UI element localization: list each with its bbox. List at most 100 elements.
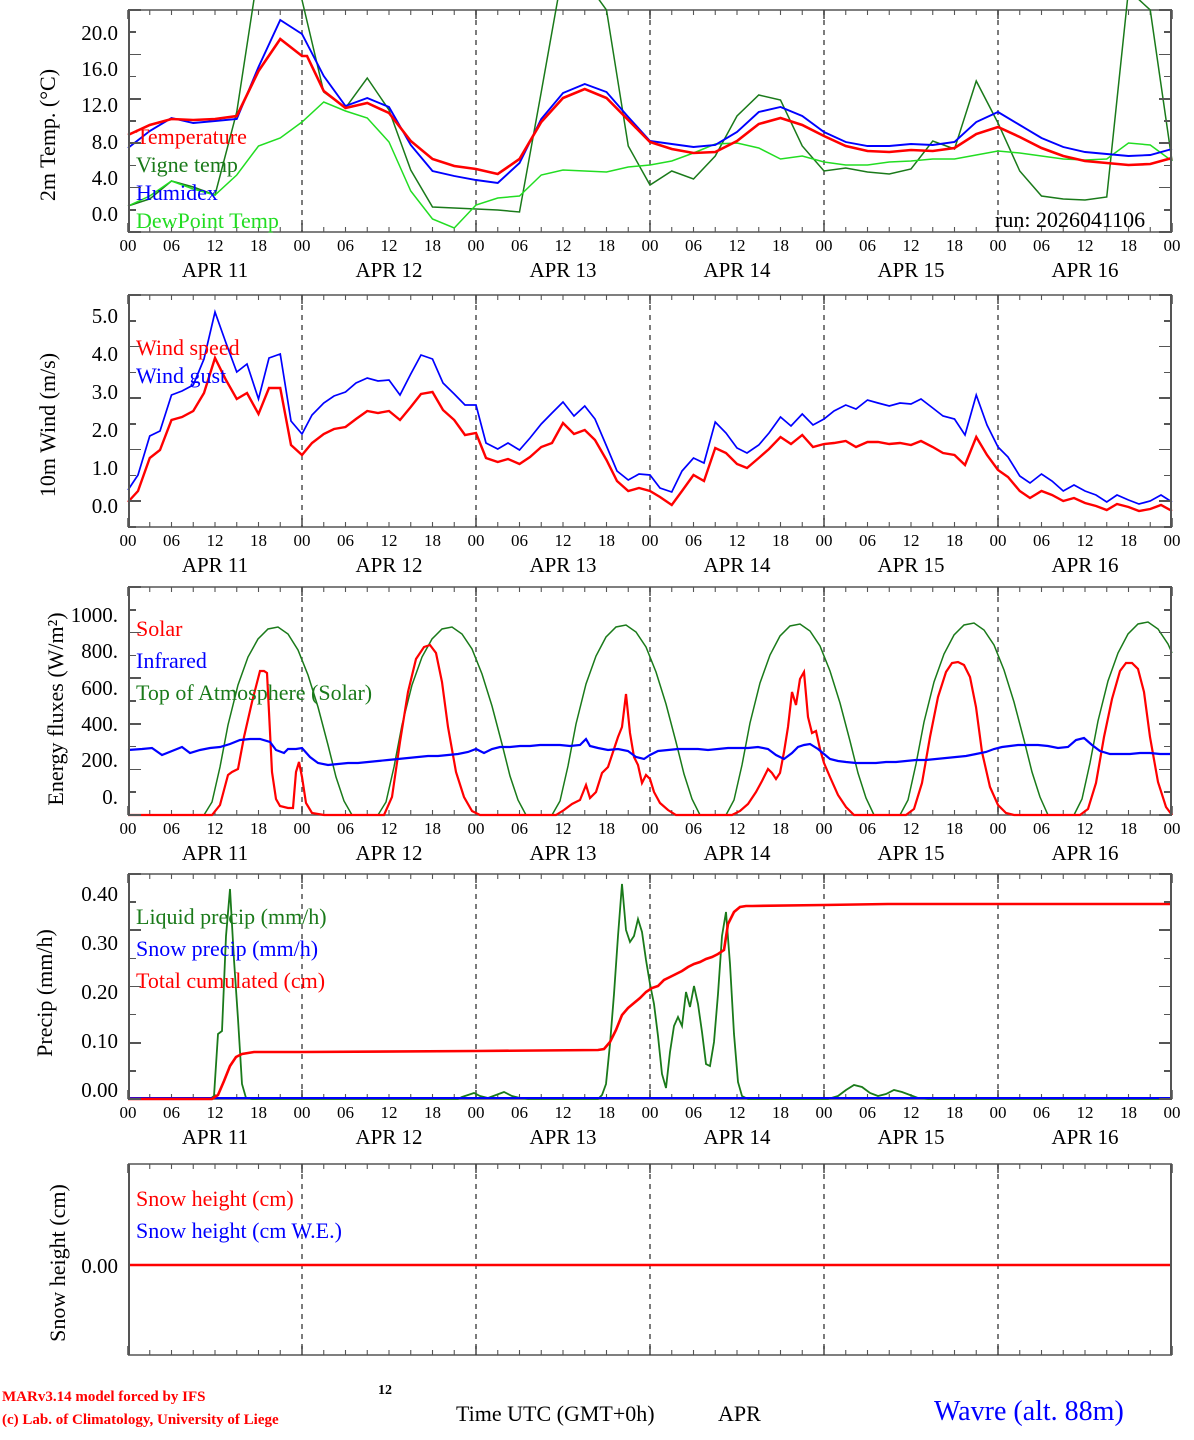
xtick-day: APR 14 [703,841,771,865]
xtick-hour: 06 [1033,236,1050,255]
legend-snow-height: Snow height (cm) [136,1186,294,1211]
legend-top-of-atmosphere: Top of Atmosphere (Solar) [136,680,373,705]
temperature-svg [127,0,1173,233]
legend-snow-precip: Snow precip (mm/h) [136,936,319,961]
xtick-hour: 00 [467,1103,485,1122]
legend-wind-speed: Wind speed [136,335,240,360]
xtick-hour: 06 [337,236,354,255]
footer-copyright-line: (c) Lab. of Climatology, University of L… [2,1412,279,1428]
legend-humidex: Humidex [136,180,218,205]
precip-plot-area [127,873,1173,1101]
page-number: 12 [378,1383,392,1398]
xtick-day: APR 13 [529,258,597,282]
wind-svg [127,294,1173,528]
xtick-hour: 12 [554,1103,572,1122]
temperature-ytick-3: 12.0 [81,93,118,117]
xtick-hour: 06 [859,819,876,838]
legend-wind-gust: Wind gust [136,363,227,388]
xtick-hour: 18 [598,1103,615,1122]
day-separators [301,295,999,527]
xtick-hour: 06 [337,531,354,550]
xtick-hour: 12 [902,819,920,838]
temperature-ytick-5: 20.0 [81,21,118,45]
xtick-hour: 00 [989,1103,1007,1122]
series-wind-speed [127,354,1173,513]
xtick-hour: 06 [163,1103,180,1122]
xtick-hour: 12 [902,1103,920,1122]
xtick-day: APR 13 [529,1125,597,1149]
xtick-hour: 12 [380,1103,398,1122]
legend-snow-height-we: Snow height (cm W.E.) [136,1218,342,1243]
xtick-hour: 00 [641,236,659,255]
xtick-day: APR 11 [181,841,249,865]
temperature-plot-area [127,0,1173,233]
xtick-hour: 18 [946,236,963,255]
day-separators [301,10,999,232]
series-total-cumulated [128,902,1172,1101]
xtick-hour: 12 [554,236,572,255]
xtick-hour: 00 [467,531,485,550]
precip-ytick-0: 0.00 [81,1078,118,1102]
xtick-hour: 12 [380,236,398,255]
xtick-hour: 06 [1033,531,1050,550]
energy-ytick-1: 200. [81,748,118,772]
legend-liquid-precip: Liquid precip (mm/h) [136,904,327,929]
xtick-hour: 00 [119,819,137,838]
xtick-day: APR 14 [703,1125,771,1149]
legend-dewpoint-temp: DewPoint Temp [136,208,279,233]
xtick-hour: 00 [815,236,833,255]
xtick-hour: 00 [293,819,311,838]
station-label: Wavre (alt. 88m) [934,1396,1124,1427]
series-top-of-atmosphere [128,621,1173,816]
panel-temperature: 2m Temp. (°C) 20.0 16.0 12.0 8.0 4.0 0.0 [0,0,1194,290]
xtick-hour: 18 [1120,1103,1137,1122]
xtick-hour: 18 [1120,236,1137,255]
xtick-hour: 06 [685,819,702,838]
run-label: run: 2026041106 [995,207,1146,232]
xtick-day: APR 12 [355,258,423,282]
xtick-hour: 00 [815,531,833,550]
xtick-hour: 18 [598,236,615,255]
xtick-hour: 12 [206,1103,224,1122]
xtick-hour: 00 [641,1103,659,1122]
xtick-hour: 00 [989,819,1007,838]
xtick-hour: 18 [946,531,963,550]
xtick-hour: 18 [1120,531,1137,550]
xtick-hour: 00 [119,1103,137,1122]
xtick-hour: 12 [902,236,920,255]
panel-wind: 10m Wind (m/s) 5.0 4.0 3.0 2.0 1.0 0.0 W… [0,290,1194,580]
wind-ytick-5: 5.0 [91,304,118,328]
temperature-ytick-2: 8.0 [91,130,118,154]
precip-ytick-1: 0.10 [81,1029,118,1053]
xtick-hour: 06 [859,236,876,255]
xtick-hour: 12 [1076,531,1094,550]
xtick-hour: 18 [250,819,267,838]
xtick-day: APR 11 [181,258,249,282]
xtick-hour: 00 [815,819,833,838]
xtick-hour: 12 [728,1103,746,1122]
xaxis-month: APR [718,1401,761,1426]
series-paths [127,0,1173,229]
xtick-hour: 00 [119,531,137,550]
xtick-hour: 12 [380,531,398,550]
temperature-ytick-4: 16.0 [81,57,118,81]
xtick-hour: 12 [728,819,746,838]
tick-marks [127,10,1173,232]
xtick-hour: 00 [641,819,659,838]
xtick-hour: 18 [250,531,267,550]
precip-ytick-3: 0.30 [81,931,118,955]
xtick-hour: 18 [1120,819,1137,838]
panel-precip: Precip (mm/h) 0.40 0.30 0.20 0.10 0.00 L… [0,860,1194,1149]
xtick-hour: 06 [859,1103,876,1122]
temperature-ytick-0: 0.0 [91,202,118,226]
xtick-hour: 18 [772,531,789,550]
wind-ytick-1: 1.0 [91,456,118,480]
xtick-hour: 12 [380,819,398,838]
xtick-hour: 12 [902,531,920,550]
xtick-hour: 00 [1163,1103,1181,1122]
series-dewpoint-temp [127,101,1173,229]
wind-plot-area [127,294,1173,528]
xtick-hour: 06 [1033,819,1050,838]
xtick-hour: 06 [337,819,354,838]
xtick-day: APR 16 [1051,258,1119,282]
